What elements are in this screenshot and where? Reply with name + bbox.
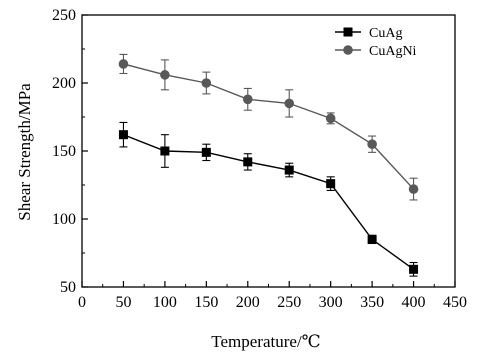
y-tick-label: 50 — [60, 279, 76, 296]
legend-marker — [343, 27, 353, 37]
x-tick-label: 450 — [443, 294, 467, 311]
data-point — [118, 130, 128, 140]
data-point — [326, 179, 336, 189]
data-point — [284, 165, 294, 175]
x-tick-label: 50 — [115, 294, 131, 311]
data-point — [201, 147, 211, 157]
x-tick-label: 250 — [277, 294, 301, 311]
legend-marker — [343, 45, 353, 55]
data-point — [408, 184, 419, 194]
legend: CuAg CuAgNi — [335, 26, 417, 59]
x-axis-label: Temperature/℃ — [211, 332, 320, 351]
series-CuAgNi — [118, 53, 419, 201]
x-tick-label: 300 — [319, 294, 343, 311]
x-tick-label: 150 — [194, 294, 218, 311]
data-point — [242, 94, 253, 105]
x-tick-label: 0 — [78, 294, 86, 311]
legend-label: CuAg — [369, 26, 402, 41]
axes: 0 50 100 150 200 250 300 350 400 4505010015020025… — [52, 7, 467, 311]
y-axis-label: Shear Strength/MPa — [15, 83, 34, 221]
data-point — [409, 264, 419, 274]
x-tick-label: 200 — [236, 294, 260, 311]
y-tick-label: 200 — [52, 75, 76, 92]
y-tick-label: 250 — [52, 7, 76, 24]
series-line — [123, 134, 414, 270]
data-point — [243, 157, 253, 167]
data-point — [201, 78, 212, 88]
y-tick-label: 150 — [52, 143, 76, 160]
y-tick-label: 100 — [52, 211, 76, 228]
data-point — [325, 113, 336, 124]
x-tick-label: 100 — [153, 294, 177, 311]
data-point — [367, 234, 377, 244]
data-point — [160, 70, 170, 80]
plot-area — [118, 53, 419, 277]
data-point — [284, 98, 295, 109]
x-tick-label: 400 — [402, 294, 426, 311]
series-CuAg — [118, 121, 419, 277]
data-point — [367, 139, 377, 149]
x-tick-label: 350 — [360, 294, 384, 311]
legend-label: CuAgNi — [369, 44, 417, 59]
series-line — [123, 63, 415, 190]
data-point — [160, 146, 170, 156]
data-point — [118, 59, 129, 69]
